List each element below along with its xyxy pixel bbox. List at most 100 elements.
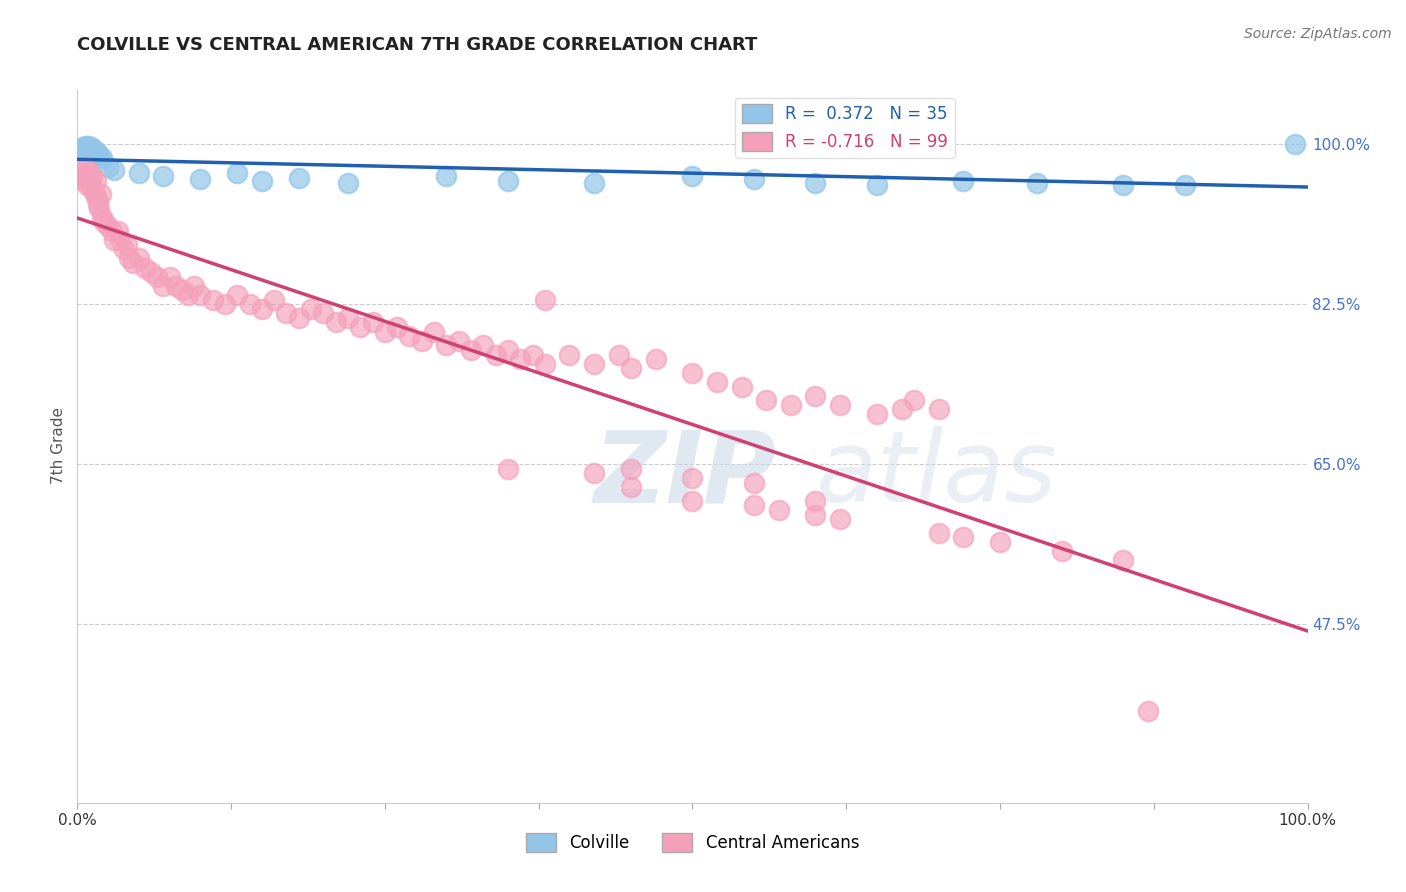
Point <box>80 140 103 154</box>
Point <box>146 269 169 284</box>
Point <box>1026 176 1049 190</box>
Point <box>447 334 470 348</box>
Point <box>742 499 765 513</box>
Point <box>97 219 120 234</box>
Point <box>496 343 519 357</box>
Point <box>1136 704 1159 718</box>
Point <box>682 169 704 183</box>
Point <box>644 352 666 367</box>
Point <box>731 379 754 393</box>
Point <box>952 174 974 188</box>
Point <box>928 402 950 417</box>
Point <box>76 178 98 193</box>
Point <box>1050 544 1073 558</box>
Point <box>82 183 104 197</box>
Point <box>583 467 606 481</box>
Point <box>928 525 950 540</box>
Point <box>84 174 107 188</box>
Point <box>607 347 630 361</box>
Point <box>682 471 704 485</box>
Point <box>79 143 101 157</box>
Point <box>472 338 495 352</box>
Point <box>177 288 200 302</box>
Point <box>485 347 508 361</box>
Point <box>72 169 94 183</box>
Point <box>90 211 114 225</box>
Point <box>374 325 396 339</box>
Point <box>226 288 249 302</box>
Point <box>804 389 827 403</box>
Point <box>82 169 104 183</box>
Point <box>509 352 531 367</box>
Point <box>361 316 384 330</box>
Point <box>86 192 108 206</box>
Point <box>93 215 115 229</box>
Point <box>522 347 544 361</box>
Point <box>1174 178 1197 193</box>
Point <box>534 357 557 371</box>
Point <box>75 160 97 174</box>
Point <box>141 265 163 279</box>
Point <box>682 366 704 380</box>
Point <box>101 224 124 238</box>
Point <box>804 508 827 522</box>
Point <box>73 174 96 188</box>
Point <box>460 343 482 357</box>
Point <box>214 297 236 311</box>
Point <box>583 357 606 371</box>
Text: atlas: atlas <box>815 426 1057 523</box>
Point <box>496 462 519 476</box>
Point <box>87 196 110 211</box>
Point <box>83 187 105 202</box>
Point <box>398 329 420 343</box>
Point <box>118 252 141 266</box>
Point <box>159 269 181 284</box>
Point <box>1112 178 1135 193</box>
Point <box>226 166 249 180</box>
Point <box>103 162 125 177</box>
Point <box>165 279 187 293</box>
Legend: Colville, Central Americans: Colville, Central Americans <box>519 826 866 859</box>
Point <box>250 301 273 316</box>
Point <box>79 174 101 188</box>
Point <box>952 531 974 545</box>
Point <box>890 402 912 417</box>
Point <box>742 475 765 490</box>
Point <box>152 169 174 183</box>
Point <box>84 145 107 159</box>
Point <box>830 512 852 526</box>
Point <box>183 279 205 293</box>
Text: ZIP: ZIP <box>595 426 778 523</box>
Point <box>768 503 790 517</box>
Text: COLVILLE VS CENTRAL AMERICAN 7TH GRADE CORRELATION CHART: COLVILLE VS CENTRAL AMERICAN 7TH GRADE C… <box>77 36 758 54</box>
Point <box>72 140 94 154</box>
Point <box>337 176 360 190</box>
Point <box>97 160 120 174</box>
Point <box>385 320 409 334</box>
Point <box>75 139 97 153</box>
Point <box>70 164 93 178</box>
Point <box>263 293 285 307</box>
Point <box>903 393 925 408</box>
Point <box>134 260 156 275</box>
Point <box>312 306 335 320</box>
Point <box>411 334 433 348</box>
Point <box>755 393 778 408</box>
Point <box>830 398 852 412</box>
Point <box>349 320 371 334</box>
Point <box>1112 553 1135 567</box>
Point <box>583 176 606 190</box>
Point <box>804 176 827 190</box>
Point <box>73 142 96 156</box>
Point <box>82 144 104 158</box>
Point <box>325 316 347 330</box>
Point <box>239 297 262 311</box>
Point <box>1284 137 1306 152</box>
Point <box>70 144 93 158</box>
Y-axis label: 7th Grade: 7th Grade <box>51 408 66 484</box>
Point <box>436 338 458 352</box>
Point <box>170 284 193 298</box>
Point <box>780 398 803 412</box>
Point <box>128 252 150 266</box>
Point <box>706 375 728 389</box>
